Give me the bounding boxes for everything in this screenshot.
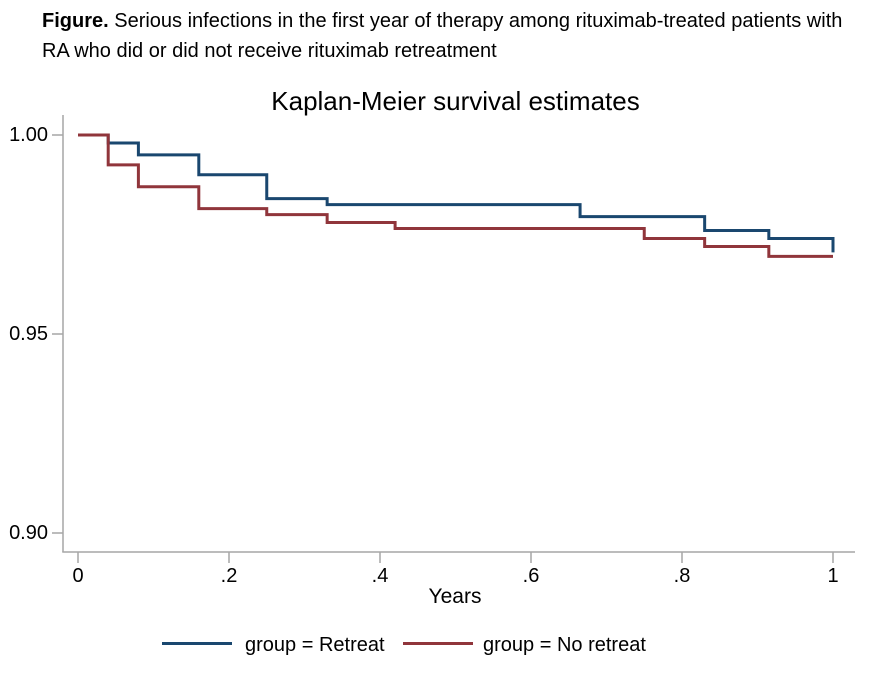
y-tick-label-0-90: 0.90 [9, 522, 48, 544]
x-tick-label-06: .6 [522, 565, 540, 587]
x-tick-label-02: .2 [220, 565, 238, 587]
y-tick-label-0-95: 0.95 [9, 323, 48, 345]
chart-title: Kaplan-Meier survival estimates [271, 86, 640, 116]
legend-label-retreat: group = Retreat [245, 634, 385, 656]
legend-label-no-retreat: group = No retreat [483, 634, 646, 656]
legend-swatch-retreat [162, 642, 232, 645]
km-curve-no-retreat [78, 133, 833, 258]
km-curve-retreat [78, 133, 835, 253]
figure-caption-label: Figure. [42, 10, 109, 32]
figure-caption-text: Serious infections in the first year of … [42, 10, 843, 62]
x-axis-title: Years [428, 585, 482, 608]
figure-caption: Figure. Serious infections in the first … [42, 6, 852, 66]
x-tick-label-08: .8 [673, 565, 691, 587]
x-tick-label-04: .4 [371, 565, 389, 587]
x-tick-label-1: 1 [827, 565, 839, 587]
legend-swatch-no-retreat [403, 642, 473, 645]
y-tick-label-1-00: 1.00 [9, 124, 48, 146]
x-tick-label-0: 0 [72, 565, 84, 587]
